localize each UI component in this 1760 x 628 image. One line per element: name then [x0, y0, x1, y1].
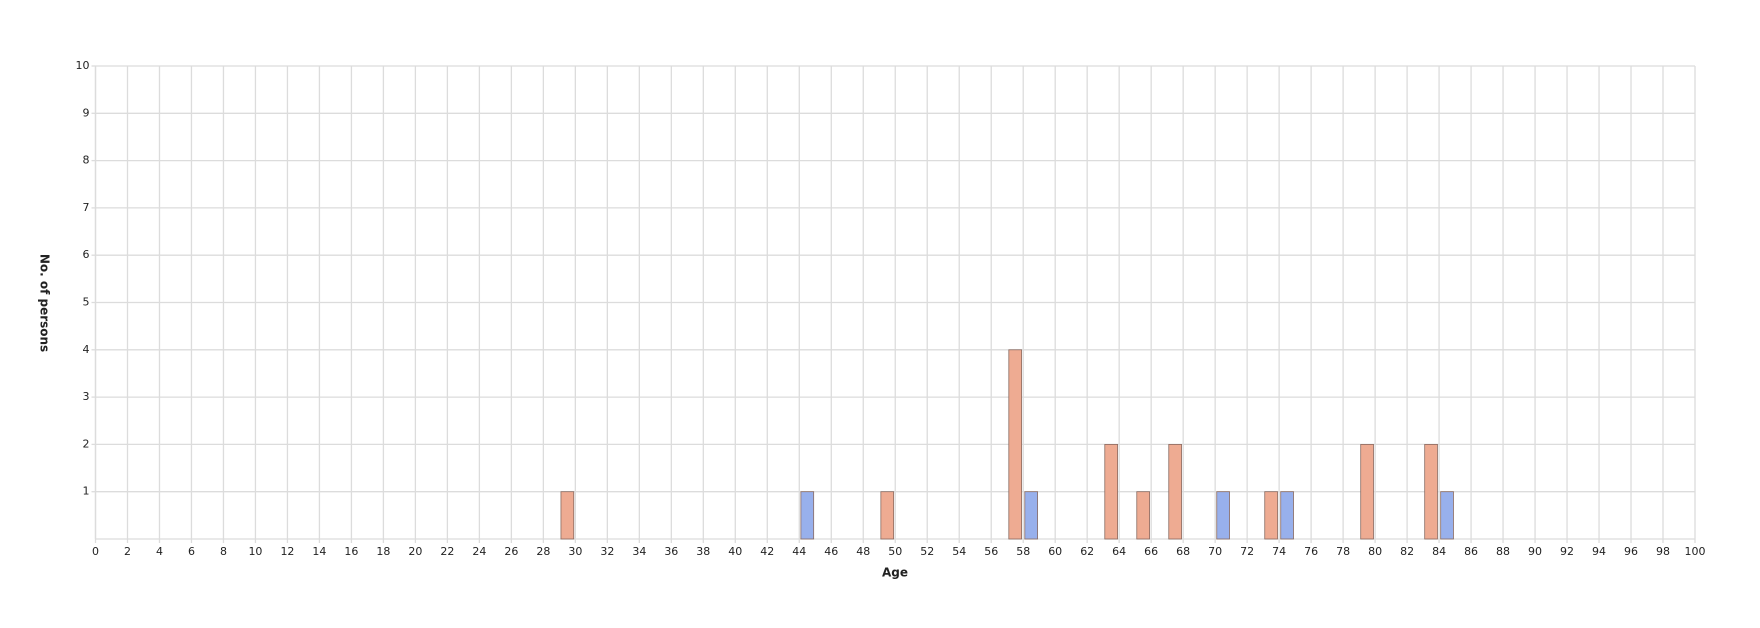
- x-tick-label: 60: [1048, 545, 1062, 558]
- bar: [560, 491, 575, 540]
- x-tick-label: 24: [472, 545, 486, 558]
- bar: [1008, 349, 1023, 540]
- y-tick-label: 3: [83, 390, 90, 403]
- x-tick-label: 84: [1432, 545, 1446, 558]
- x-tick-label: 52: [920, 545, 934, 558]
- y-tick-label: 6: [83, 248, 90, 261]
- x-tick-label: 44: [792, 545, 806, 558]
- x-tick-label: 54: [952, 545, 966, 558]
- y-tick-label: 1: [83, 485, 90, 498]
- x-tick-label: 18: [376, 545, 390, 558]
- x-tick-label: 74: [1272, 545, 1286, 558]
- x-tick-label: 16: [344, 545, 358, 558]
- y-tick-label: 2: [83, 437, 90, 450]
- x-tick-label: 100: [1685, 545, 1706, 558]
- x-tick-label: 68: [1176, 545, 1190, 558]
- x-tick-label: 94: [1592, 545, 1606, 558]
- bar: [1360, 443, 1374, 540]
- x-tick-label: 40: [728, 545, 742, 558]
- x-tick-label: 98: [1656, 545, 1670, 558]
- x-tick-label: 88: [1496, 545, 1510, 558]
- x-tick-label: 76: [1304, 545, 1318, 558]
- x-tick-label: 12: [280, 545, 294, 558]
- x-tick-label: 38: [696, 545, 710, 558]
- x-tick-label: 0: [92, 545, 99, 558]
- bar: [1168, 443, 1182, 540]
- bar: [880, 491, 895, 540]
- bar: [1424, 443, 1438, 540]
- x-tick-label: 80: [1368, 545, 1382, 558]
- x-tick-label: 78: [1336, 545, 1350, 558]
- x-tick-label: 4: [156, 545, 163, 558]
- x-tick-label: 2: [124, 545, 131, 558]
- x-tick-label: 14: [312, 545, 326, 558]
- x-tick-label: 42: [760, 545, 774, 558]
- x-tick-label: 22: [440, 545, 454, 558]
- bar: [1024, 491, 1039, 540]
- x-tick-label: 62: [1080, 545, 1094, 558]
- y-tick-label: 4: [83, 343, 90, 356]
- y-tick-label: 8: [83, 154, 90, 167]
- bar: [1136, 491, 1150, 540]
- x-tick-label: 34: [632, 545, 646, 558]
- y-axis-title: No. of persons: [38, 254, 52, 352]
- x-tick-label: 26: [504, 545, 518, 558]
- x-tick-label: 82: [1400, 545, 1414, 558]
- bar: [1104, 443, 1118, 540]
- y-tick-label: 7: [83, 201, 90, 214]
- y-tick-label: 10: [76, 59, 90, 72]
- x-tick-label: 96: [1624, 545, 1638, 558]
- x-tick-label: 58: [1016, 545, 1030, 558]
- x-tick-label: 90: [1528, 545, 1542, 558]
- y-tick-label: 5: [83, 296, 90, 309]
- y-tick-label: 9: [83, 106, 90, 119]
- x-tick-label: 56: [984, 545, 998, 558]
- x-tick-label: 50: [888, 545, 902, 558]
- x-tick-label: 8: [220, 545, 227, 558]
- bar: [1440, 491, 1454, 540]
- x-tick-label: 6: [188, 545, 195, 558]
- x-tick-label: 86: [1464, 545, 1478, 558]
- x-tick-label: 92: [1560, 545, 1574, 558]
- x-tick-label: 20: [408, 545, 422, 558]
- x-tick-label: 70: [1208, 545, 1222, 558]
- x-tick-label: 36: [664, 545, 678, 558]
- x-axis-title: Age: [882, 566, 908, 580]
- bar: [1216, 491, 1230, 540]
- x-tick-label: 28: [536, 545, 550, 558]
- bar: [800, 491, 815, 540]
- x-tick-label: 72: [1240, 545, 1254, 558]
- x-tick-label: 32: [600, 545, 614, 558]
- x-tick-label: 66: [1144, 545, 1158, 558]
- x-tick-label: 48: [856, 545, 870, 558]
- bar: [1264, 491, 1278, 540]
- x-tick-label: 64: [1112, 545, 1126, 558]
- bar: [1280, 491, 1294, 540]
- x-tick-label: 10: [248, 545, 262, 558]
- x-tick-label: 46: [824, 545, 838, 558]
- x-tick-label: 30: [568, 545, 582, 558]
